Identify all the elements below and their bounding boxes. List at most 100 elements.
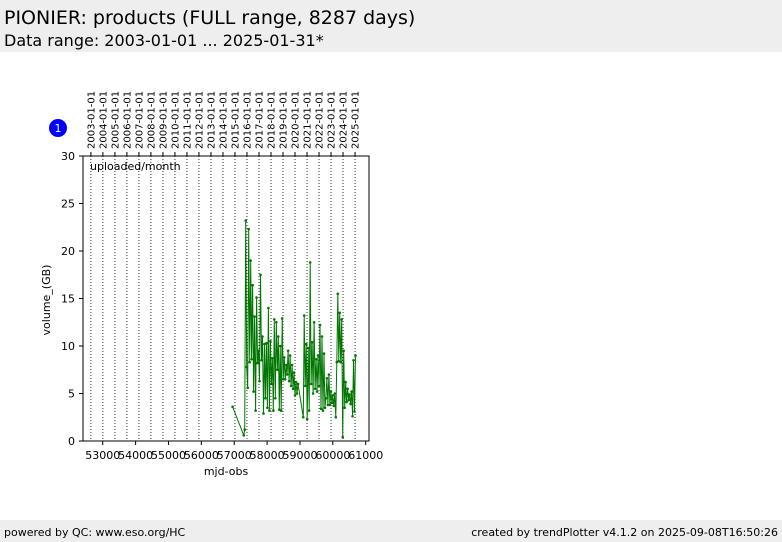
data-point <box>311 392 315 395</box>
data-point <box>338 311 342 315</box>
data-point <box>277 408 281 411</box>
data-point <box>339 360 343 364</box>
data-point <box>316 354 320 357</box>
data-point <box>349 402 352 406</box>
x-tick-label: 55000 <box>151 449 186 462</box>
header-bar: PIONIER: products (FULL range, 8287 days… <box>0 0 782 52</box>
data-point <box>274 320 278 324</box>
data-point <box>270 382 273 386</box>
data-point <box>303 384 307 388</box>
y-tick-label: 10 <box>61 340 75 353</box>
data-point <box>263 342 266 346</box>
data-point <box>344 380 347 384</box>
data-point <box>248 360 251 364</box>
data-point <box>269 339 272 343</box>
top-date-label: 2012-01-01 <box>194 91 205 149</box>
data-point <box>323 406 327 410</box>
data-point <box>331 394 335 397</box>
data-point <box>254 409 257 412</box>
data-point <box>329 390 333 393</box>
data-point <box>327 373 331 376</box>
data-point <box>354 354 357 357</box>
data-point <box>321 409 325 412</box>
data-point <box>260 358 263 362</box>
y-tick-label: 20 <box>61 245 75 258</box>
data-point <box>261 335 264 338</box>
data-point <box>231 405 234 409</box>
data-point <box>268 409 271 412</box>
top-date-label: 2003-01-01 <box>86 91 97 149</box>
data-point <box>258 379 261 383</box>
page-title: PIONIER: products (FULL range, 8287 days… <box>4 7 416 29</box>
top-date-label: 2011-01-01 <box>182 91 193 149</box>
top-date-label: 2013-01-01 <box>206 91 217 149</box>
top-date-label: 2004-01-01 <box>98 91 109 149</box>
data-point <box>244 219 248 222</box>
data-point <box>335 360 339 364</box>
data-point <box>274 396 277 400</box>
data-point <box>317 384 321 388</box>
data-point <box>293 394 297 397</box>
data-point <box>281 377 285 381</box>
top-date-label: 2020-01-01 <box>291 91 302 149</box>
data-point <box>350 390 353 393</box>
data-point <box>256 361 259 365</box>
data-point <box>291 387 295 391</box>
badge-label: 1 <box>55 122 62 135</box>
data-point <box>309 382 313 386</box>
x-axis-label: mjd-obs <box>204 465 249 478</box>
top-date-label: 2016-01-01 <box>242 91 253 149</box>
top-date-label: 2009-01-01 <box>158 91 169 149</box>
data-point <box>266 406 269 410</box>
top-date-label: 2015-01-01 <box>230 91 241 149</box>
data-point <box>320 335 324 338</box>
data-point <box>243 428 247 431</box>
data-point <box>325 377 329 380</box>
data-point <box>295 392 299 395</box>
data-point <box>341 435 345 439</box>
data-point <box>242 434 246 437</box>
data-point <box>310 340 314 344</box>
data-point <box>322 352 326 355</box>
top-date-label: 2005-01-01 <box>110 91 121 149</box>
data-point <box>328 403 332 407</box>
data-point <box>332 404 336 408</box>
data-point <box>280 317 284 320</box>
data-point <box>265 341 268 345</box>
data-point <box>287 379 291 383</box>
data-point <box>304 342 308 346</box>
data-point <box>292 371 296 374</box>
top-date-label: 2018-01-01 <box>267 91 278 149</box>
data-point <box>326 403 330 407</box>
data-point <box>282 356 286 359</box>
data-point <box>250 358 253 361</box>
data-point <box>340 318 344 321</box>
x-axis-ticks: 5300054000550005600057000580005900060000… <box>85 441 383 462</box>
data-point <box>330 401 334 405</box>
data-point <box>324 396 328 400</box>
data-point <box>334 415 338 419</box>
y-tick-label: 25 <box>61 198 75 211</box>
data-point <box>289 384 293 388</box>
footer-created-by: created by trendPlotter v4.1.2 on 2025-0… <box>471 526 778 539</box>
data-point <box>353 410 356 413</box>
data-point <box>347 398 350 402</box>
data-point <box>249 259 252 262</box>
data-point <box>247 227 250 231</box>
data-point <box>279 409 283 412</box>
trend-chart: 2003-01-01 2004-01-01 2005-01-01 2006-01-01… <box>40 91 383 478</box>
y-tick-label: 30 <box>61 150 75 163</box>
top-date-label: 2021-01-01 <box>303 91 314 149</box>
data-point <box>346 387 349 391</box>
data-point <box>257 349 260 353</box>
top-date-label: 2010-01-01 <box>170 91 181 149</box>
top-date-label: 2007-01-01 <box>134 91 145 149</box>
data-point <box>288 354 292 357</box>
data-point <box>312 320 316 324</box>
data-point <box>307 409 311 412</box>
data-point <box>302 314 306 317</box>
data-point <box>285 373 289 376</box>
data-point <box>267 306 270 310</box>
data-point <box>348 393 351 396</box>
data-point <box>255 296 258 299</box>
